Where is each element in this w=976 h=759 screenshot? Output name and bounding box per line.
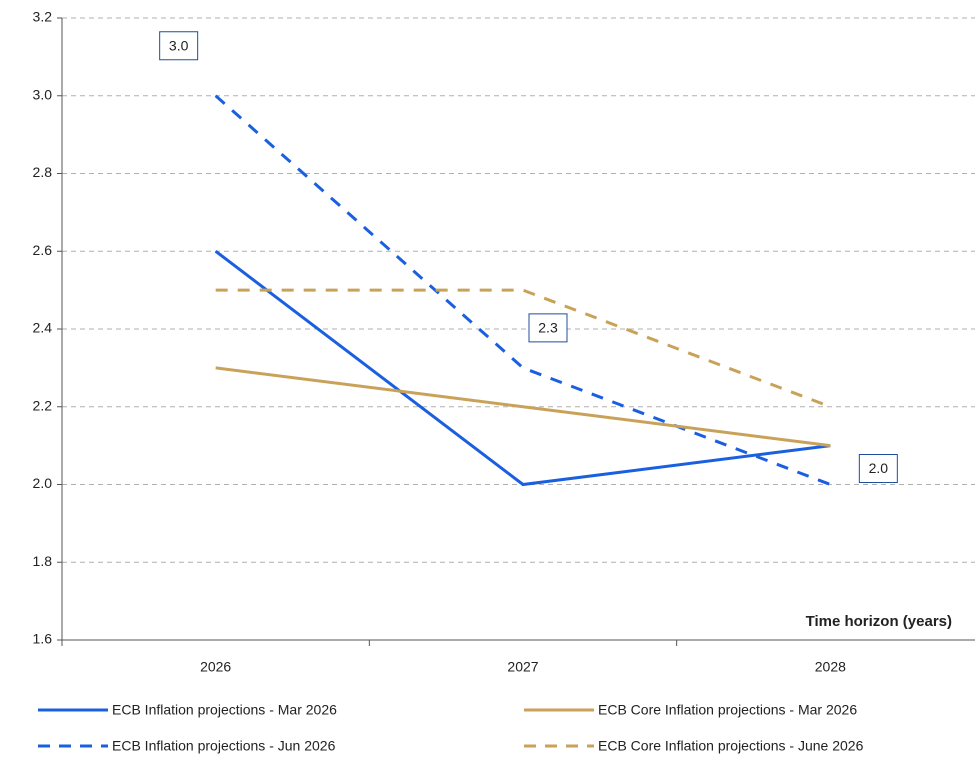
series-line — [214, 94, 831, 486]
value-label-box — [858, 454, 898, 483]
legend-label: ECB Inflation projections - Mar 2026 — [112, 702, 337, 718]
value-label: 2.0 — [869, 460, 889, 476]
y-tick-label: 1.8 — [33, 553, 53, 569]
x-tick-label: 2027 — [507, 659, 538, 675]
legend-label: ECB Core Inflation projections - Mar 202… — [598, 702, 857, 718]
value-label-box — [159, 31, 199, 61]
legend-label: ECB Inflation projections - Jun 2026 — [112, 738, 336, 754]
y-tick-label: 2.2 — [33, 397, 53, 413]
value-label: 2.3 — [538, 320, 558, 336]
legend-label: ECB Core Inflation projections - June 20… — [598, 738, 864, 754]
x-tick-label: 2026 — [200, 659, 231, 675]
y-tick-label: 3.2 — [33, 9, 53, 25]
y-tick-label: 2.6 — [33, 242, 53, 258]
y-tick-label: 3.0 — [33, 86, 53, 102]
series-line — [215, 366, 831, 448]
y-tick-label: 2.8 — [33, 164, 53, 180]
value-label: 3.0 — [169, 37, 189, 53]
x-axis-label: Time horizon (years) — [806, 613, 952, 630]
value-label-box — [528, 313, 568, 343]
series-line — [214, 250, 831, 487]
y-tick-label: 1.6 — [33, 631, 53, 647]
y-tick-label: 2.4 — [33, 320, 53, 336]
x-tick-label: 2028 — [815, 659, 846, 675]
series-line — [215, 288, 831, 409]
y-tick-label: 2.0 — [33, 475, 53, 491]
